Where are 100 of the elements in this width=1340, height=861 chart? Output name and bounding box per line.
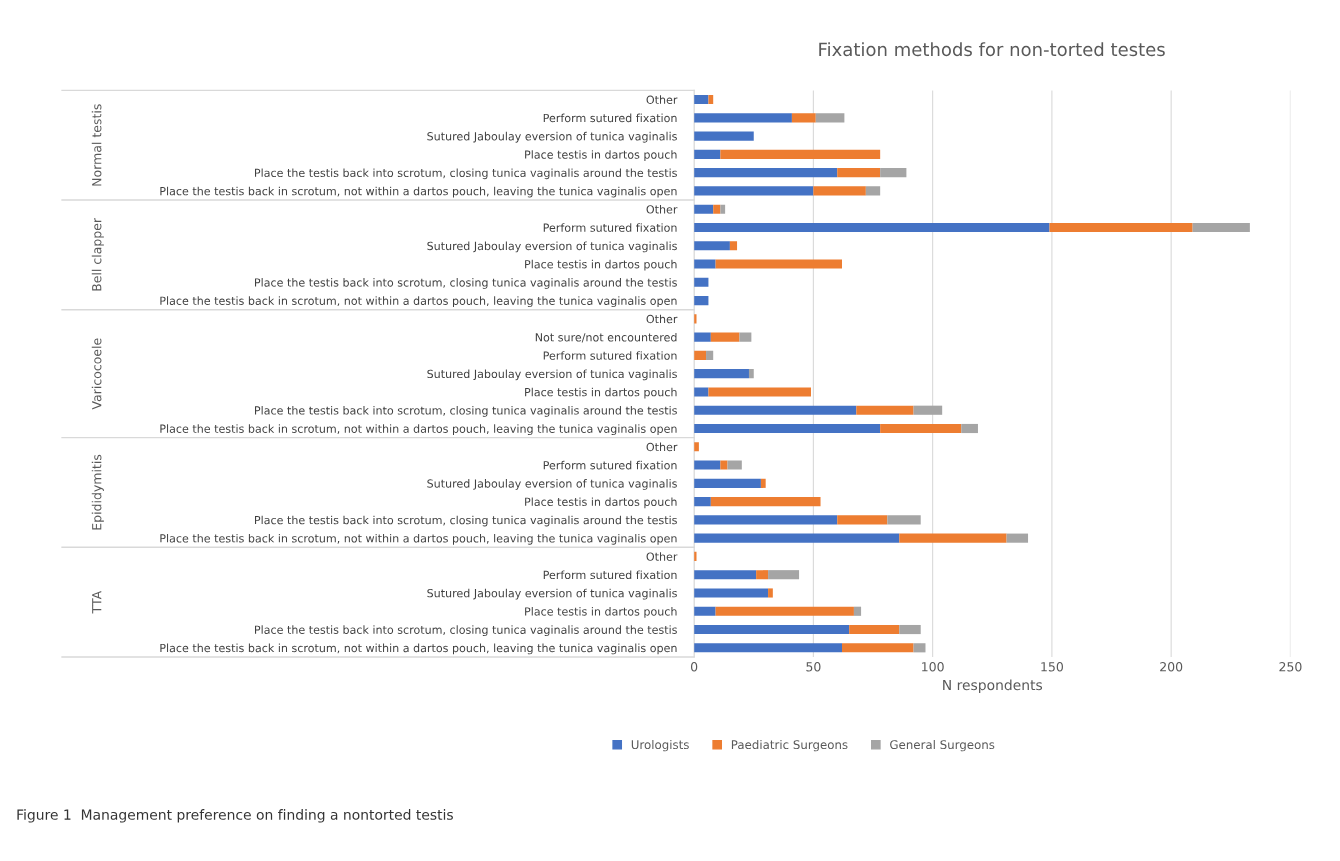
y-tick-label: Other: [646, 95, 678, 104]
bar: [694, 515, 838, 525]
bar: [791, 113, 816, 123]
bar: [694, 497, 711, 507]
bar: [694, 350, 707, 360]
bar: [694, 570, 757, 580]
bar: [899, 533, 1007, 543]
bar: [694, 533, 900, 543]
bar: [694, 149, 721, 159]
bar: [708, 94, 714, 105]
x-tick-label: 100: [922, 662, 944, 672]
legend-label: Urologists: [631, 739, 689, 752]
y-tick-label: Place testis in dartos pouch: [525, 150, 677, 161]
y-tick-label: Place the testis back in scrotum, not within a dartos pouch, leaving the tunica vaginalis open: [160, 296, 677, 308]
legend-label: General Surgeons: [890, 739, 995, 752]
bar: [729, 241, 738, 251]
bar: [694, 204, 714, 214]
bar: [694, 624, 850, 635]
bar: [961, 423, 978, 434]
bar: [710, 497, 821, 507]
bar: [694, 168, 838, 178]
bar: [842, 643, 914, 653]
bar: [694, 222, 1050, 233]
bar: [727, 460, 742, 470]
bar: [813, 186, 866, 196]
bar: [694, 241, 730, 251]
y-tick-label: Place the testis back in scrotum, not within a dartos pouch, leaving the tunica vaginalis open: [160, 643, 677, 655]
bar: [748, 369, 754, 379]
bar: [694, 423, 881, 434]
bar: [694, 131, 754, 141]
y-tick-label: Other: [646, 204, 678, 214]
bar: [849, 624, 900, 635]
y-tick-label: Other: [646, 442, 678, 452]
text: Normal testis: [91, 104, 102, 186]
bar: [913, 405, 943, 415]
bar: [865, 186, 881, 196]
bar: [708, 387, 811, 397]
bar: [715, 606, 854, 616]
bar: [880, 423, 962, 434]
y-tick-label: Place the testis back into scrotum, closing tunica vaginalis around the testis: [255, 278, 677, 289]
y-tick-label: Place testis in dartos pouch: [525, 497, 677, 509]
bar: [694, 478, 761, 488]
y-tick-label: Place the testis back in scrotum, not within a dartos pouch, leaving the tunica vaginalis open: [160, 186, 677, 198]
y-tick-label: Place the testis back into scrotum, closing tunica vaginalis around the testis: [255, 515, 677, 527]
y-tick-label: Not sure/not encountered: [535, 332, 677, 343]
y-tick-label: Perform sutured fixation: [543, 223, 677, 232]
y-tick-label: Place testis in dartos pouch: [525, 607, 677, 618]
bar: [694, 369, 749, 379]
bar: [1006, 533, 1029, 543]
bar: [706, 350, 714, 360]
caption: Figure 1 Management preference on finding a nontorted testis: [17, 809, 453, 823]
y-tick-label: Place testis in dartos pouch: [525, 387, 677, 399]
bar: [720, 204, 726, 214]
bar: [713, 204, 721, 214]
y-tick-label: Perform sutured fixation: [543, 460, 677, 470]
y-tick-label: Place testis in dartos pouch: [525, 259, 677, 271]
bar: [1192, 222, 1250, 233]
bar: [913, 643, 926, 653]
bar: [694, 606, 716, 616]
bar: [710, 332, 740, 342]
bar: [887, 515, 921, 525]
y-tick-label: Perform sutured fixation: [543, 570, 677, 580]
bar: [715, 259, 842, 269]
bar: [739, 332, 752, 342]
bar: [694, 259, 716, 269]
x-tick-label: 0: [690, 662, 698, 672]
y-tick-label: Sutured Jaboulay eversion of tunica vaginalis: [427, 131, 677, 143]
bar: [694, 332, 711, 342]
y-tick-label: Place the testis back in scrotum, not within a dartos pouch, leaving the tunica vaginalis open: [160, 424, 677, 436]
bar: [720, 460, 728, 470]
legend-label: Paediatric Surgeons: [731, 739, 848, 752]
bar: [694, 405, 857, 415]
x-tick-label: 150: [1041, 662, 1063, 672]
bar: [899, 624, 921, 635]
bar: [720, 149, 881, 159]
bar: [768, 570, 800, 580]
text: TTA: [92, 590, 102, 614]
text: Epididymitis: [91, 454, 104, 530]
y-tick-label: Sutured Jaboulay eversion of tunica vaginalis: [427, 241, 677, 253]
y-tick-label: Place the testis back into scrotum, closing tunica vaginalis around the testis: [255, 625, 677, 637]
bar: [694, 387, 709, 397]
bar: [694, 460, 721, 470]
y-tick-label: Other: [646, 314, 678, 324]
bar: [815, 113, 845, 123]
bar: [853, 606, 862, 616]
chart-title: Fixation methods for non-torted testes: [819, 42, 1165, 57]
bar: [694, 113, 792, 123]
y-tick-label: Sutured Jaboulay eversion of tunica vaginalis: [427, 479, 677, 490]
x-tick-label: 200: [1160, 662, 1183, 672]
bar: [856, 405, 914, 415]
bar: [694, 588, 769, 598]
bar: [694, 643, 842, 653]
y-tick-label: Perform sutured fixation: [543, 351, 677, 360]
y-tick-label: Other: [646, 552, 678, 561]
y-tick-label: Place the testis back into scrotum, closing tunica vaginalis around the testis: [255, 168, 677, 180]
bar: [756, 570, 769, 580]
y-tick-label: Place the testis back into scrotum, closing tunica vaginalis around the testis: [255, 406, 677, 417]
bar: [760, 478, 766, 488]
bar: [768, 588, 773, 598]
bar: [837, 168, 881, 178]
